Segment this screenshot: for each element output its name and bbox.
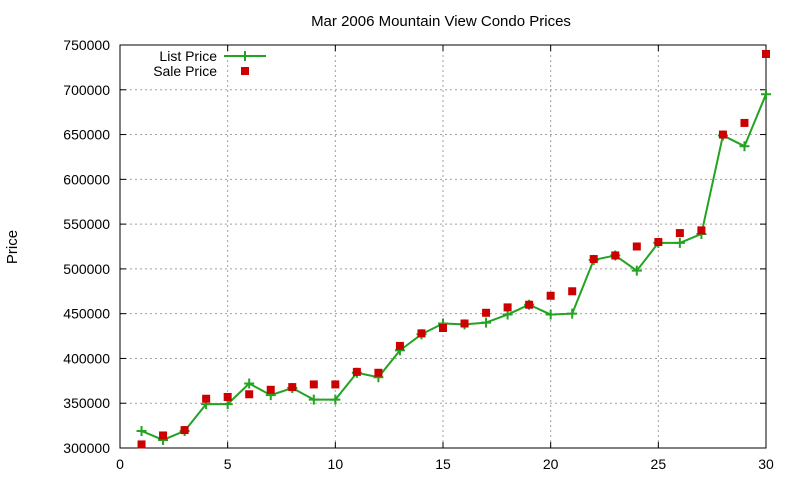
data-point-sale-price xyxy=(266,385,275,394)
data-point-list-price xyxy=(481,317,492,328)
axis-ticks: 0 5 10 15 20 25 30 300000 350000 400000 450000 5000… xyxy=(63,37,774,472)
data-point-sale-price xyxy=(589,255,598,264)
data-point-sale-price xyxy=(460,319,469,328)
x-tick-label: 5 xyxy=(224,456,232,472)
x-tick-label: 10 xyxy=(328,456,344,472)
data-point-sale-price xyxy=(611,251,620,260)
y-tick-label: 350000 xyxy=(63,395,110,411)
x-tick-label: 20 xyxy=(543,456,559,472)
data-point-sale-price xyxy=(395,341,404,350)
data-point-sale-price xyxy=(137,440,146,449)
y-tick-label: 400000 xyxy=(63,350,110,366)
data-point-sale-price xyxy=(675,229,684,238)
y-tick-label: 450000 xyxy=(63,306,110,322)
data-point-sale-price xyxy=(525,300,534,309)
data-point-sale-price xyxy=(180,426,189,435)
data-point-sale-price xyxy=(159,431,168,440)
grid xyxy=(120,45,766,448)
data-point-sale-price xyxy=(352,367,361,376)
data-point-sale-price xyxy=(568,287,577,296)
data-point-sale-price xyxy=(439,323,447,332)
x-tick-label: 30 xyxy=(758,456,774,472)
data-point-sale-price xyxy=(245,390,254,399)
data-point-list-price xyxy=(739,141,750,152)
data-point-list-price xyxy=(545,309,556,320)
data-point-sale-price xyxy=(762,49,770,58)
x-tick-label: 0 xyxy=(116,456,124,472)
legend-label-sale-price: Sale Price xyxy=(153,63,217,79)
data-point-sale-price xyxy=(202,394,211,403)
data-point-sale-price xyxy=(718,130,727,139)
y-axis-label: Price xyxy=(4,230,21,264)
data-point-sale-price xyxy=(482,308,491,317)
data-point-list-price xyxy=(244,378,255,389)
chart-title: Mar 2006 Mountain View Condo Prices xyxy=(311,13,571,30)
legend: List Price Sale Price xyxy=(153,48,266,79)
data-point-sale-price xyxy=(331,380,340,389)
data-point-sale-price xyxy=(288,383,297,392)
data-point-sale-price xyxy=(503,303,512,312)
data-point-list-price xyxy=(631,265,642,276)
data-point-sale-price xyxy=(223,392,232,401)
data-point-sale-price xyxy=(697,226,706,235)
data-point-list-price xyxy=(308,394,319,405)
y-tick-label: 500000 xyxy=(63,261,110,277)
x-tick-label: 15 xyxy=(435,456,451,472)
y-tick-label: 700000 xyxy=(63,82,110,98)
y-tick-label: 600000 xyxy=(63,171,110,187)
legend-marker-list-price xyxy=(240,51,250,61)
data-point-sale-price xyxy=(309,380,318,389)
series-line-list-price xyxy=(141,93,767,441)
y-tick-label: 750000 xyxy=(63,37,110,53)
series-list-price xyxy=(136,89,771,445)
data-point-sale-price xyxy=(546,291,555,300)
data-point-sale-price xyxy=(654,238,663,247)
data-point-sale-price xyxy=(374,368,383,377)
data-point-list-price xyxy=(136,425,147,436)
data-point-list-price xyxy=(567,308,578,319)
data-point-sale-price xyxy=(740,118,749,127)
data-point-list-price xyxy=(330,394,341,405)
legend-marker-sale-price xyxy=(241,67,249,75)
data-point-sale-price xyxy=(417,329,426,338)
x-tick-label: 25 xyxy=(651,456,667,472)
y-tick-label: 300000 xyxy=(63,440,110,456)
series xyxy=(136,49,771,449)
series-sale-price xyxy=(137,49,770,449)
data-point-sale-price xyxy=(632,242,641,251)
data-point-list-price xyxy=(674,237,685,248)
y-tick-label: 550000 xyxy=(63,216,110,232)
legend-label-list-price: List Price xyxy=(159,48,217,64)
data-point-list-price xyxy=(761,89,771,100)
y-tick-label: 650000 xyxy=(63,127,110,143)
